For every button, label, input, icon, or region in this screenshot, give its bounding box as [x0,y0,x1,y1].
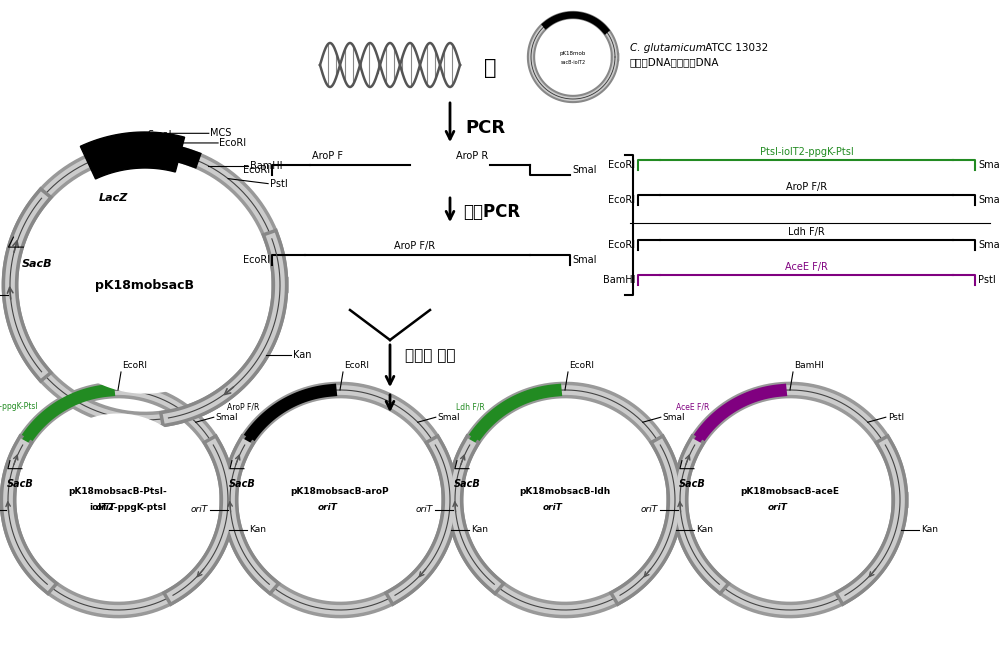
Polygon shape [10,150,280,420]
Text: BamHI: BamHI [250,161,283,171]
Text: SacB: SacB [454,479,480,489]
Text: pK18mob: pK18mob [560,51,586,56]
Polygon shape [80,132,185,179]
Text: oriT: oriT [191,506,208,515]
Text: pK18mobsacB-aroP: pK18mobsacB-aroP [291,487,389,496]
Text: Kan: Kan [921,525,938,534]
Text: SmaI: SmaI [663,413,685,422]
Text: pK18mobsacB-aceE: pK18mobsacB-aceE [740,487,840,496]
Text: AroP F: AroP F [312,151,343,161]
Text: EcoRI: EcoRI [569,361,594,370]
Text: AroP F/R: AroP F/R [786,182,827,192]
Polygon shape [37,177,253,393]
Text: SmaI: SmaI [572,165,596,175]
Polygon shape [455,390,675,610]
Text: 或: 或 [484,58,496,78]
Text: BamHI: BamHI [602,275,635,285]
Text: SacB: SacB [7,479,33,489]
Text: SmaI: SmaI [978,195,1000,205]
Text: BamHI: BamHI [794,361,824,370]
Text: pK18mobsacB: pK18mobsacB [96,278,194,291]
Text: SmaI: SmaI [438,413,460,422]
Text: oriT: oriT [543,504,563,513]
Text: SacB: SacB [229,479,255,489]
Text: AroP F/R: AroP F/R [227,402,260,411]
Text: PCR: PCR [465,119,505,137]
Polygon shape [542,25,604,88]
Text: Kan: Kan [293,350,312,360]
Text: sacB-iolT2: sacB-iolT2 [560,60,586,64]
Text: C. glutamicum: C. glutamicum [630,43,706,53]
Text: EcoRI: EcoRI [344,361,369,370]
Text: SacB: SacB [21,259,52,269]
Text: oriT: oriT [416,506,433,515]
Text: Kan: Kan [471,525,488,534]
Polygon shape [8,390,228,610]
Text: AroP R: AroP R [456,151,488,161]
Text: oriT: oriT [768,504,788,513]
Text: EcoRI: EcoRI [243,165,270,175]
Text: oriT: oriT [641,506,658,515]
Text: PtsI-iolT2-ppgK-PtsI: PtsI-iolT2-ppgK-PtsI [760,147,853,157]
Text: SacB: SacB [679,479,705,489]
Text: iolT2-ppgK-ptsI: iolT2-ppgK-ptsI [89,504,167,513]
Text: SmaI: SmaI [978,160,1000,170]
Polygon shape [254,414,426,586]
Text: SmaI: SmaI [572,255,596,265]
Text: EcoRI: EcoRI [608,195,635,205]
Text: 基因组DNA或者质粒DNA: 基因组DNA或者质粒DNA [630,57,720,67]
Text: EcoRI: EcoRI [219,138,246,148]
Polygon shape [230,390,450,610]
Polygon shape [680,390,900,610]
Text: PstI: PstI [270,178,288,189]
Text: EcoRI: EcoRI [608,160,635,170]
Text: PstI: PstI [978,275,996,285]
Text: Kan: Kan [696,525,713,534]
Text: Kan: Kan [249,525,266,534]
Text: Ldh F/R: Ldh F/R [456,402,485,411]
Text: SmaI: SmaI [147,130,172,140]
Text: pK18mobsacB-PtsI-: pK18mobsacB-PtsI- [69,487,167,496]
Text: oriT: oriT [318,504,338,513]
Polygon shape [479,414,651,586]
Text: MCS: MCS [210,129,231,138]
Text: EcoRI: EcoRI [122,361,147,370]
Text: EcoRI: EcoRI [608,240,635,250]
Text: Ptsl-iolT2-ppgK-Ptsl: Ptsl-iolT2-ppgK-Ptsl [0,402,38,411]
Text: pK18mobsacB-ldh: pK18mobsacB-ldh [519,487,611,496]
Text: AceE F/R: AceE F/R [785,262,828,272]
Text: SmaI: SmaI [978,240,1000,250]
Text: PstI: PstI [888,413,904,422]
Text: 双酶切 连接: 双酶切 连接 [405,349,456,363]
Text: Ldh F/R: Ldh F/R [788,227,825,237]
Text: AceE F/R: AceE F/R [676,402,710,411]
Text: SmaI: SmaI [216,413,238,422]
Text: oriT: oriT [96,504,116,513]
Polygon shape [32,414,204,586]
Polygon shape [531,15,615,99]
Polygon shape [704,414,876,586]
Text: AroP F/R: AroP F/R [394,241,436,251]
Text: LacZ: LacZ [98,193,128,203]
Text: 融合PCR: 融合PCR [463,203,520,221]
Text: ATCC 13032: ATCC 13032 [702,43,768,53]
Text: EcoRI: EcoRI [243,255,270,265]
